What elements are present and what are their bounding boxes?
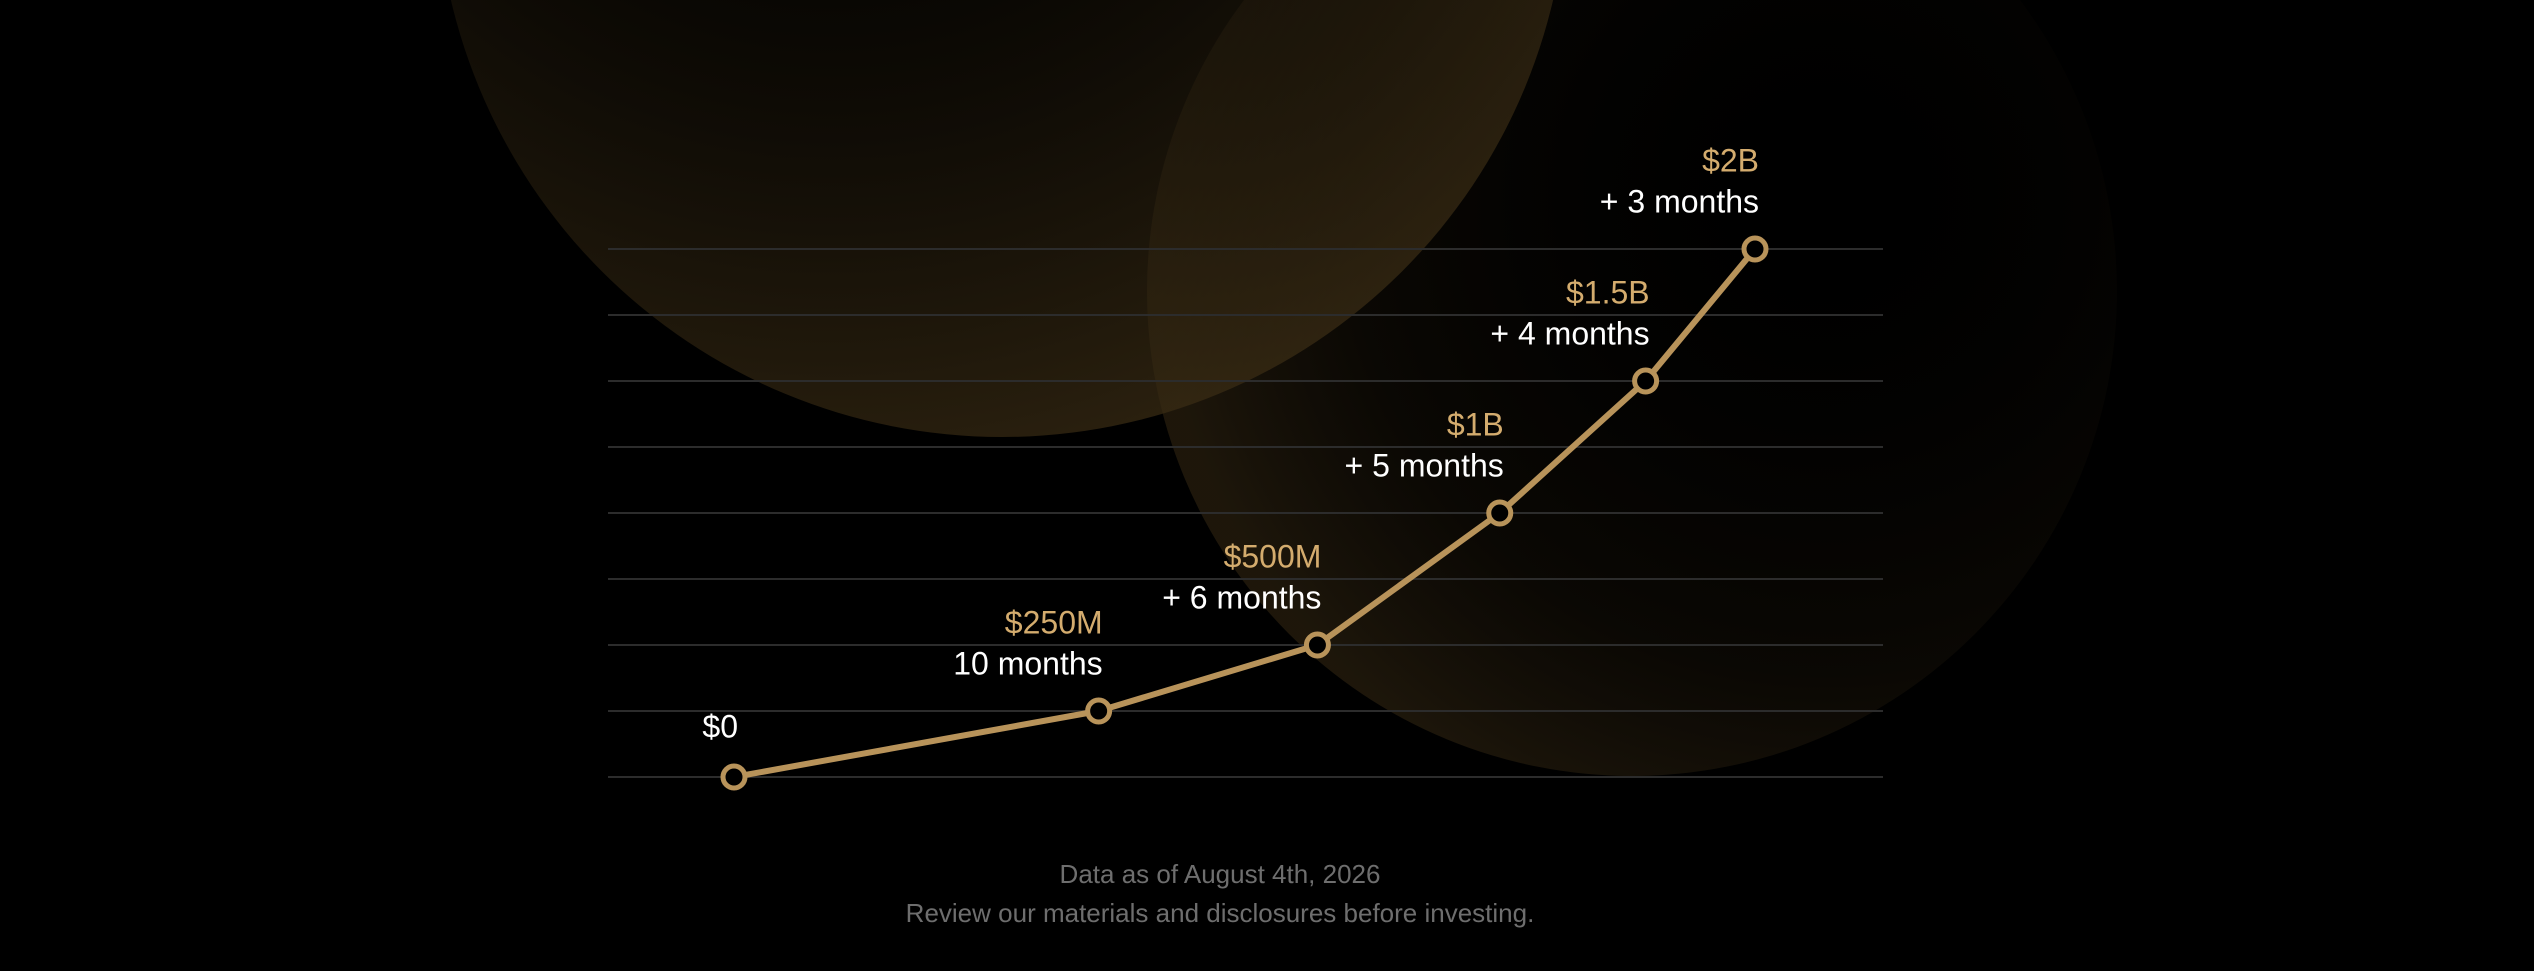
plot: $0 $250M 10 months $500M + 6 months $1B + 5 mo… xyxy=(608,142,1883,791)
duration-label: + 4 months xyxy=(1490,315,1649,351)
footnote: Data as of August 4th, 2026 xyxy=(1060,859,1381,889)
duration-label: + 6 months xyxy=(1162,579,1321,615)
glow xyxy=(451,0,1553,437)
value-label: $250M xyxy=(1005,604,1103,640)
point xyxy=(1486,499,1514,527)
value-label: $0 xyxy=(702,708,738,744)
point xyxy=(1085,697,1113,725)
line xyxy=(733,247,1758,780)
value-label: $2B xyxy=(1702,142,1759,178)
point xyxy=(720,763,748,791)
point xyxy=(1632,367,1660,395)
value-label: $1.5B xyxy=(1566,274,1650,310)
duration-label: + 5 months xyxy=(1345,447,1504,483)
value-label: $1B xyxy=(1447,406,1504,442)
footnote: Review our materials and disclosures bef… xyxy=(906,898,1535,928)
value-label: $500M xyxy=(1224,538,1322,574)
point xyxy=(1741,235,1769,263)
duration-label: + 3 months xyxy=(1600,183,1759,219)
duration-label: 10 months xyxy=(953,645,1102,681)
point xyxy=(1303,631,1331,659)
